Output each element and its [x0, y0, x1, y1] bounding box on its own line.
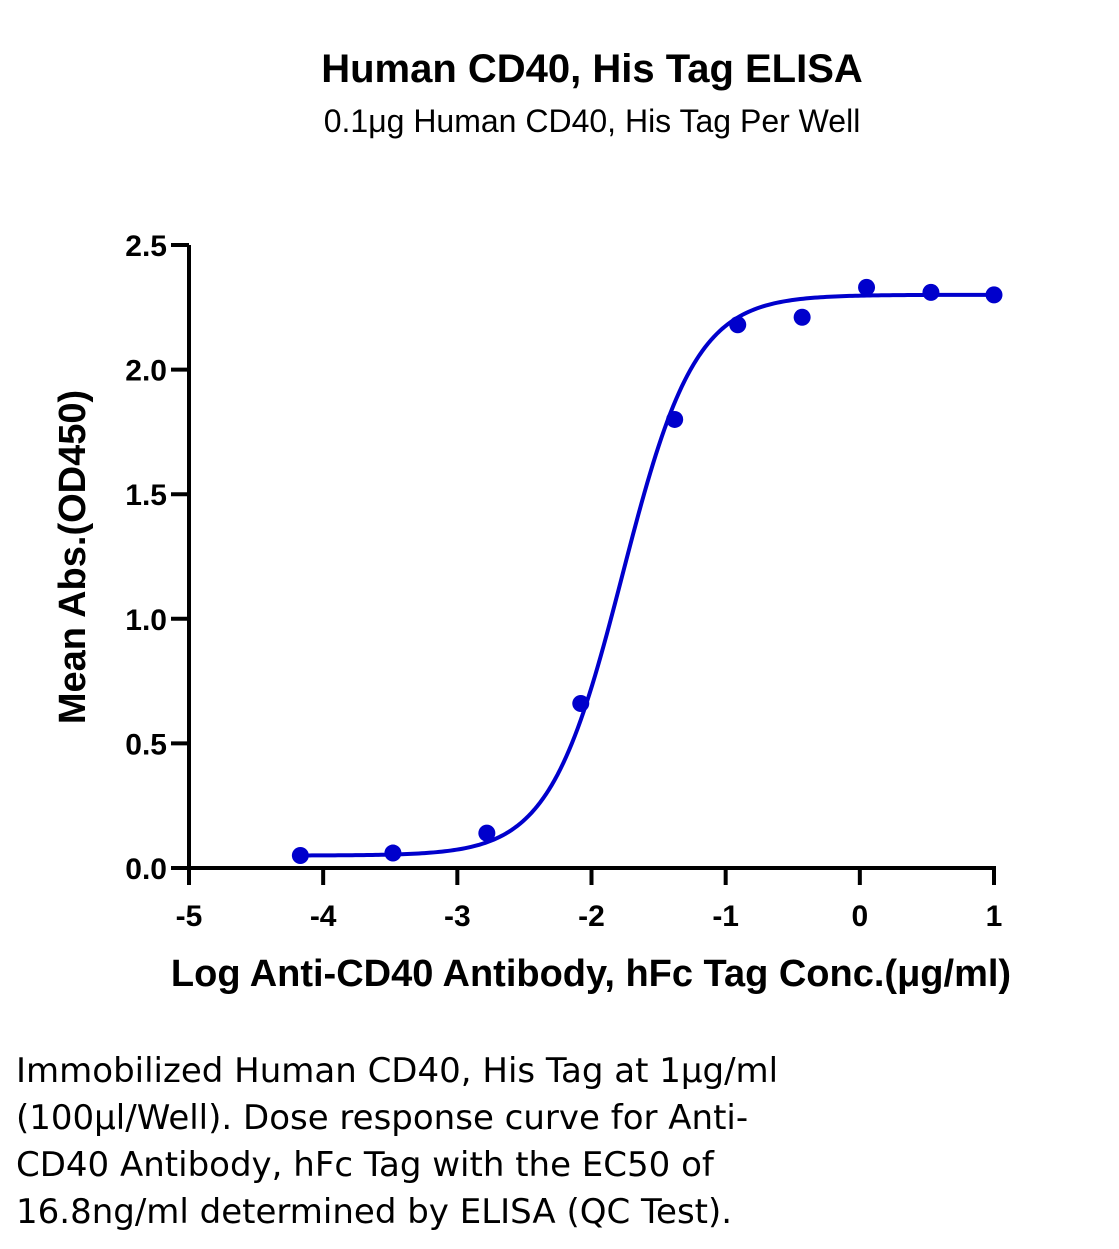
caption-line: CD40 Antibody, hFc Tag with the EC50 of — [16, 1145, 714, 1185]
data-point — [384, 844, 402, 862]
data-points — [291, 278, 1003, 865]
caption-line: Immobilized Human CD40, His Tag at 1μg/m… — [16, 1051, 779, 1091]
caption-line: (100μl/Well). Dose response curve for An… — [16, 1098, 749, 1138]
y-tick-label: 2.5 — [125, 230, 167, 263]
y-tick-label: 0.0 — [125, 853, 167, 886]
data-point — [666, 410, 684, 428]
data-point — [729, 316, 747, 334]
x-tick-label: -1 — [712, 900, 739, 933]
data-point — [858, 278, 876, 296]
axes: 0.0 0.5 1.0 1.5 2.0 2.5 -5 -4 -3 -2 -1 0 1 — [125, 230, 1002, 933]
x-tick-label: 1 — [986, 900, 1003, 933]
caption-line: 16.8ng/ml determined by ELISA (QC Test). — [16, 1192, 733, 1232]
chart-title: Human CD40, His Tag ELISA — [321, 47, 863, 91]
figure-caption: Immobilized Human CD40, His Tag at 1μg/m… — [16, 1048, 916, 1236]
chart-subtitle: 0.1μg Human CD40, His Tag Per Well — [324, 103, 861, 139]
data-point — [793, 308, 811, 326]
data-point — [572, 695, 590, 713]
x-axis-title: Log Anti-CD40 Antibody, hFc Tag Conc.(μg… — [171, 953, 1011, 995]
x-tick-label: -3 — [444, 900, 471, 933]
data-point — [922, 283, 940, 301]
fit-curve-layer — [300, 292, 994, 858]
fit-curve — [300, 292, 994, 858]
y-tick-label: 1.5 — [125, 479, 167, 512]
y-tick-label: 1.0 — [125, 604, 167, 637]
elisa-chart: Human CD40, His Tag ELISA 0.1μg Human CD… — [52, 47, 1011, 995]
y-axis-title: Mean Abs.(OD450) — [52, 390, 94, 724]
y-tick-label: 2.0 — [125, 355, 167, 388]
x-tick-label: -2 — [578, 900, 605, 933]
data-point — [985, 286, 1003, 304]
x-tick-label: 0 — [851, 900, 868, 933]
data-point — [478, 824, 496, 842]
x-tick-label: -4 — [310, 900, 337, 933]
x-tick-label: -5 — [176, 900, 203, 933]
data-point — [291, 847, 309, 865]
y-tick-label: 0.5 — [125, 728, 167, 761]
